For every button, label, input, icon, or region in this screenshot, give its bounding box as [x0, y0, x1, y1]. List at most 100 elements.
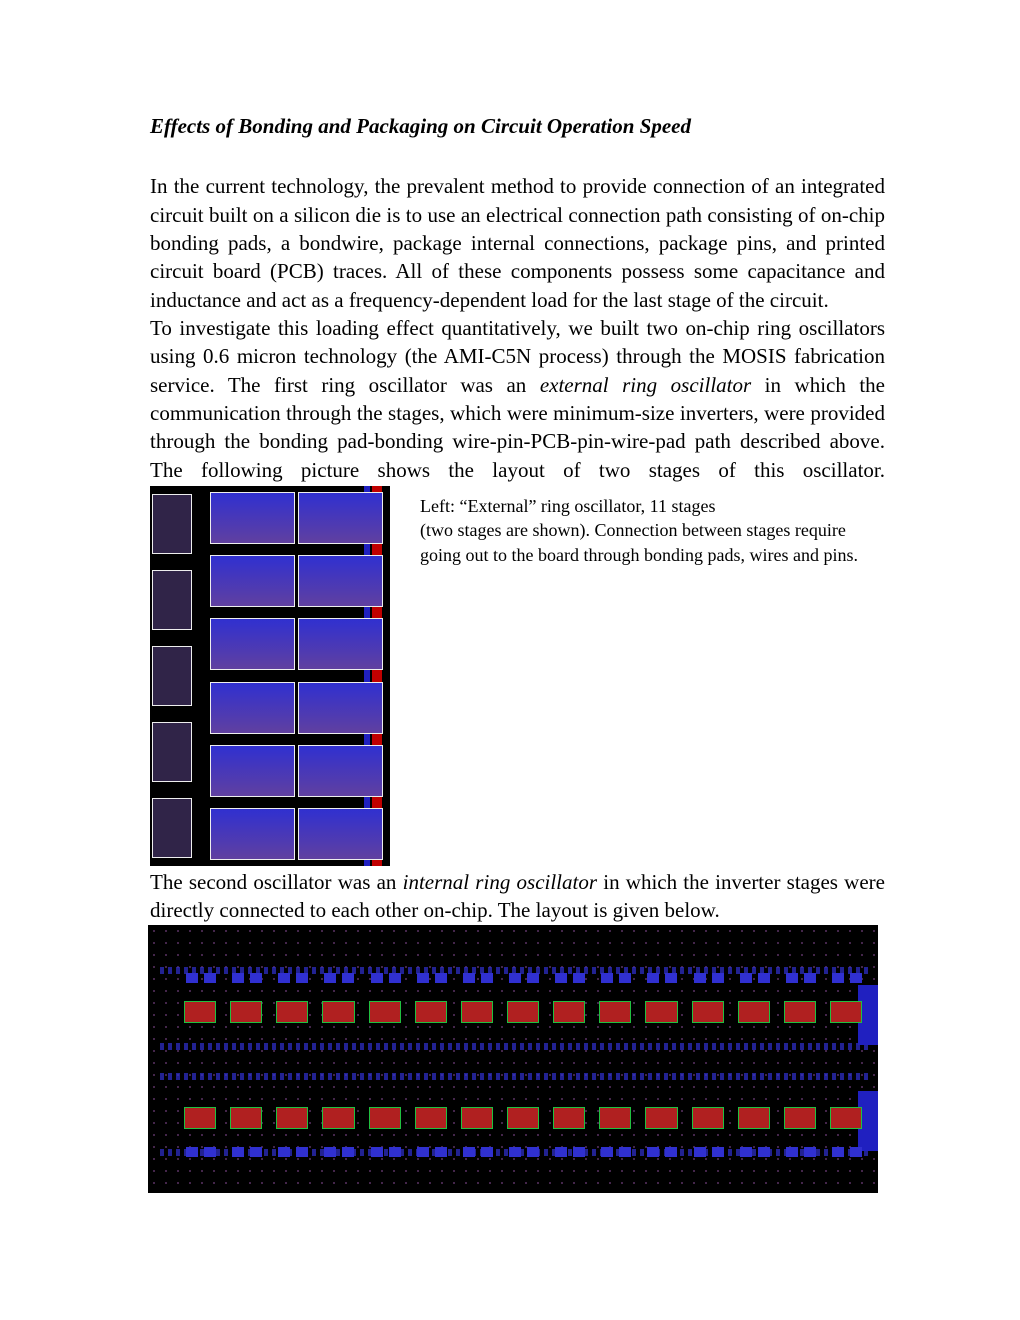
- fig2-inverter-cell: [224, 989, 268, 1035]
- fig2-cell-core: [230, 1001, 262, 1023]
- fig2-inverter-cell: [547, 1095, 591, 1141]
- fig1-bond-pad: [210, 808, 295, 860]
- fig2-inverter-cell: [639, 1095, 683, 1141]
- para3-a: The second oscillator was an: [150, 870, 403, 894]
- fig2-inverter-cell: [316, 1095, 360, 1141]
- fig2-cell-pin: [232, 1147, 244, 1157]
- fig2-cell-pin: [647, 973, 659, 983]
- fig2-cell-core: [784, 1107, 816, 1129]
- fig2-cell-pin: [435, 1147, 447, 1157]
- fig2-inverter-cell: [639, 989, 683, 1035]
- fig2-cell-pin: [758, 1147, 770, 1157]
- fig2-inverter-cell: [224, 1095, 268, 1141]
- fig2-cell-core: [322, 1107, 354, 1129]
- fig1-mark-column: [152, 486, 192, 866]
- fig1-bond-pad: [298, 808, 383, 860]
- fig2-cell-pin: [342, 973, 354, 983]
- fig2-cell-core: [645, 1107, 677, 1129]
- fig2-cell-core: [369, 1001, 401, 1023]
- caption-line-2: (two stages are shown). Connection betwe…: [420, 518, 885, 567]
- fig2-cell-pin: [740, 973, 752, 983]
- fig2-cell-pin: [647, 1147, 659, 1157]
- fig2-cell-pin: [232, 973, 244, 983]
- fig2-inverter-cell: [686, 1095, 730, 1141]
- fig2-cell-pin: [555, 1147, 567, 1157]
- fig2-cell-core: [784, 1001, 816, 1023]
- fig2-cell-pin: [601, 973, 613, 983]
- fig1-bond-pad: [210, 745, 295, 797]
- fig2-cell-pin: [324, 973, 336, 983]
- fig2-cell-pin: [712, 973, 724, 983]
- fig2-cell-pin: [786, 1147, 798, 1157]
- fig1-bond-pad: [298, 492, 383, 544]
- fig2-cell-pin: [509, 1147, 521, 1157]
- fig2-cell-core: [553, 1107, 585, 1129]
- fig2-cell-core: [184, 1001, 216, 1023]
- fig2-cell-pin: [463, 973, 475, 983]
- fig2-cell-pin: [481, 973, 493, 983]
- fig2-inverter-cell: [178, 1095, 222, 1141]
- fig2-cell-pin: [435, 973, 447, 983]
- fig2-cell-pin: [204, 1147, 216, 1157]
- fig1-pad-column-2: [298, 486, 383, 866]
- fig2-hrail: [160, 1043, 870, 1050]
- fig2-cell-pin: [296, 1147, 308, 1157]
- fig2-inverter-cell: [270, 989, 314, 1035]
- fig1-mark-pad: [152, 494, 192, 554]
- fig2-inverter-row-2: [178, 1093, 868, 1143]
- fig2-inverter-cell: [178, 989, 222, 1035]
- fig1-bond-pad: [210, 682, 295, 734]
- fig2-cell-pin: [601, 1147, 613, 1157]
- fig1-mark-pad: [152, 722, 192, 782]
- fig2-cell-pin: [509, 973, 521, 983]
- fig2-cell-pin: [296, 973, 308, 983]
- fig2-cell-pin: [417, 1147, 429, 1157]
- fig2-cell-core: [230, 1107, 262, 1129]
- caption-line-1: Left: “External” ring oscillator, 11 sta…: [420, 494, 885, 518]
- fig2-inverter-cell: [547, 989, 591, 1035]
- fig2-cell-pin: [481, 1147, 493, 1157]
- fig2-cell-pin: [389, 1147, 401, 1157]
- fig2-inverter-cell: [316, 989, 360, 1035]
- fig2-hrail: [160, 1073, 870, 1080]
- fig2-cell-pin: [389, 973, 401, 983]
- fig2-inverter-cell: [409, 989, 453, 1035]
- fig1-bond-pad: [298, 555, 383, 607]
- fig2-cell-pin: [527, 1147, 539, 1157]
- figure-1-caption: Left: “External” ring oscillator, 11 sta…: [420, 486, 885, 866]
- fig2-cell-core: [369, 1107, 401, 1129]
- fig2-cell-pin: [665, 973, 677, 983]
- para2-italic: external ring oscillator: [540, 373, 751, 397]
- fig2-inverter-cell: [270, 1095, 314, 1141]
- fig2-cell-pin: [186, 973, 198, 983]
- fig2-cell-core: [415, 1107, 447, 1129]
- fig1-bond-pad: [298, 745, 383, 797]
- fig2-inverter-cell: [363, 989, 407, 1035]
- fig2-cell-pin: [555, 973, 567, 983]
- fig2-inverter-cell: [593, 1095, 637, 1141]
- fig2-cell-pin: [832, 1147, 844, 1157]
- fig1-bond-pad: [210, 618, 295, 670]
- fig1-mark-pad: [152, 570, 192, 630]
- fig2-inverter-cell: [363, 1095, 407, 1141]
- fig2-inverter-cell: [455, 1095, 499, 1141]
- fig2-cell-pin: [527, 973, 539, 983]
- fig2-inverter-cell: [824, 1095, 868, 1141]
- fig2-cell-pin: [740, 1147, 752, 1157]
- para1-text: In the current technology, the prevalent…: [150, 174, 885, 311]
- fig2-cell-pin: [712, 1147, 724, 1157]
- fig2-cell-core: [415, 1001, 447, 1023]
- fig2-inverter-cell: [501, 989, 545, 1035]
- fig2-cell-pin: [324, 1147, 336, 1157]
- fig1-pad-column-1: [210, 486, 295, 866]
- paragraph-2: To investigate this loading effect quant…: [150, 314, 885, 484]
- fig2-cell-core: [738, 1001, 770, 1023]
- figure-1-layout-image: [150, 486, 390, 866]
- fig2-cell-pin: [250, 1147, 262, 1157]
- fig1-bond-pad: [298, 618, 383, 670]
- fig2-inverter-cell: [778, 1095, 822, 1141]
- fig2-inverter-cell: [824, 989, 868, 1035]
- figure-2-layout-image: [148, 925, 878, 1193]
- fig2-cell-pin: [278, 973, 290, 983]
- fig2-inverter-cell: [409, 1095, 453, 1141]
